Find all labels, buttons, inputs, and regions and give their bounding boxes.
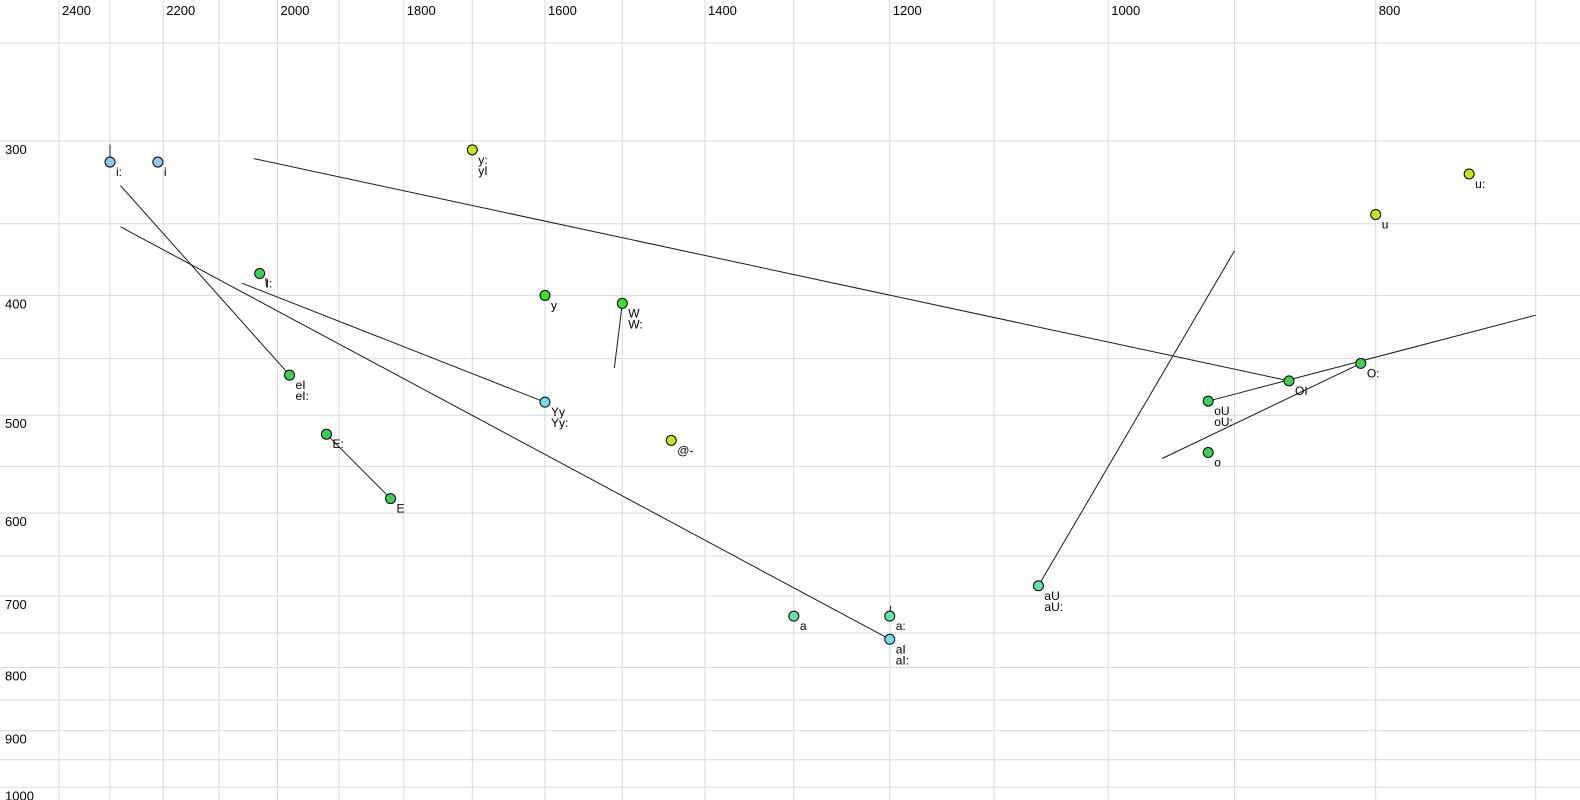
vowel-point-OI[interactable] [1283,375,1295,387]
vowel-point-u-long[interactable] [1463,168,1475,180]
vowel-label-a: a [800,619,807,633]
y-axis-tick-800: 800 [5,668,27,683]
vowel-label-O-long: O: [1367,366,1380,380]
vowel-point-oU[interactable] [1202,395,1214,407]
vowel-label-E: E [397,502,405,516]
vowel-label-W: W [628,306,640,320]
vowel-point-a-long[interactable] [884,610,896,622]
x-axis-tick-1800: 1800 [407,3,436,18]
vowel-point-Yy[interactable] [539,396,551,408]
line-through-oU-O-long [1208,314,1536,402]
vowel-label-I-long: I: [266,277,273,291]
vowel-point-i[interactable] [152,156,164,168]
line-to-eI [120,185,290,376]
vowel-label-schwa: @- [677,443,693,457]
vowel-label-aU-1: aU: [1044,600,1063,614]
line-to-OI [253,158,1290,382]
vowel-point-I-long[interactable] [254,268,266,280]
y-axis-tick-300: 300 [5,142,27,157]
vowel-point-o[interactable] [1202,447,1214,459]
vowel-point-schwa[interactable] [665,434,677,446]
vowel-point-u[interactable] [1370,208,1382,220]
vowel-point-aU[interactable] [1032,580,1044,592]
vowel-label-Yy: Yy [551,405,565,419]
vowel-label-u: u [1382,217,1389,231]
vowel-point-E[interactable] [385,493,397,505]
vowel-label-aU: aU [1044,589,1059,603]
vowel-label-i-long: i: [116,165,122,179]
tick-below-I-long [265,277,268,288]
vowel-label-Yy-1: Yy: [551,416,568,430]
vowel-label-oU-1: oU: [1214,415,1233,429]
vowel-label-eI: eI [296,378,306,392]
vowel-point-E-long[interactable] [320,428,332,440]
y-axis-tick-500: 500 [5,416,27,431]
y-axis-tick-900: 900 [5,732,27,747]
vowel-label-aI: aI [896,642,906,656]
y-axis-tick-600: 600 [5,514,27,529]
x-axis-tick-2000: 2000 [281,3,310,18]
vowel-label-OI: OI [1295,384,1308,398]
line-to-aI [120,226,890,640]
x-axis-tick-1200: 1200 [893,3,922,18]
vowel-label-o: o [1214,456,1221,470]
vowel-label-oU: oU [1214,404,1229,418]
line-to-Yy [241,282,546,403]
vowel-label-u-long: u: [1475,177,1485,191]
vowel-label-aI-1: aI: [896,653,909,667]
vowel-label-y-long-yI: y: [478,153,487,167]
x-axis-tick-2200: 2200 [166,3,195,18]
vowel-point-y[interactable] [539,289,551,301]
line-below-W [613,303,623,369]
x-axis-tick-1600: 1600 [548,3,577,18]
vowel-point-a[interactable] [788,610,800,622]
y-axis-tick-700: 700 [5,597,27,612]
vowel-label-a-long: a: [896,619,906,633]
vowel-point-W[interactable] [616,297,628,309]
vowel-point-O-long[interactable] [1355,357,1367,369]
y-axis-tick-1000: 1000 [5,788,34,800]
y-axis-tick-400: 400 [5,296,27,311]
vowel-label-y-long-yI-1: yI [478,164,487,178]
vowel-point-aI[interactable] [884,633,896,645]
vowel-label-y: y [551,298,557,312]
line-E-long-to-E [326,433,391,499]
x-axis-tick-800: 800 [1379,3,1401,18]
line-to-O-long [1161,362,1362,459]
x-axis-tick-2400: 2400 [62,3,91,18]
vowel-label-eI-1: eI: [296,389,309,403]
x-axis-tick-1400: 1400 [708,3,737,18]
vowel-label-i: i [164,165,167,179]
vowel-label-E-long: E: [332,437,343,451]
vowel-label-W-1: W: [628,317,642,331]
vowel-point-i-long[interactable] [104,156,116,168]
vowel-point-y-long-yI[interactable] [466,144,478,156]
line-from-aU [1038,250,1235,587]
x-axis-tick-1000: 1000 [1111,3,1140,18]
vowel-point-eI[interactable] [284,369,296,381]
